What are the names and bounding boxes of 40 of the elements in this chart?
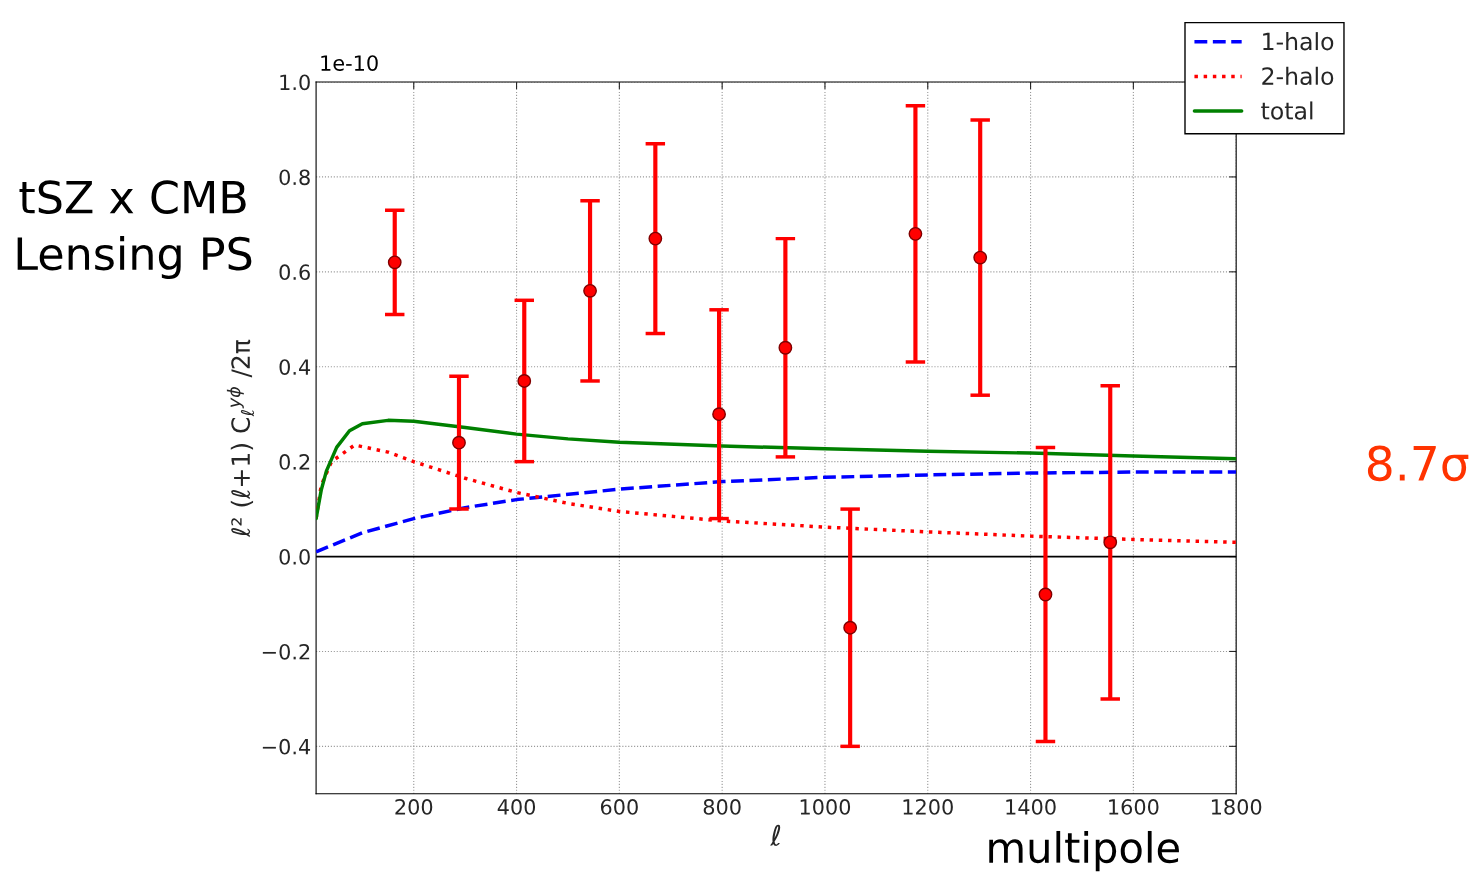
point — [1103, 535, 1118, 550]
y-tick-label: −0.2 — [262, 643, 310, 660]
y-tick-label: 0.8 — [279, 169, 310, 186]
x-tick-label: 1400 — [1006, 799, 1056, 815]
line-series — [316, 470, 1237, 554]
point — [648, 231, 663, 246]
point — [583, 283, 597, 298]
text: 8.7σ — [1367, 445, 1469, 482]
legend-label: total — [1261, 101, 1313, 120]
legend-label: 1-halo — [1263, 32, 1334, 51]
x-tick-label: 1200 — [903, 799, 953, 815]
y-tick-label: 0.6 — [279, 264, 310, 281]
text: 1e-10 — [321, 55, 378, 71]
x-tick-label: 200 — [395, 799, 433, 815]
point — [1038, 587, 1053, 602]
x-axis-title: ℓ — [770, 824, 781, 846]
y-tick-label: 1.0 — [280, 74, 310, 91]
x-tick-label: 400 — [497, 799, 536, 815]
point — [712, 407, 726, 422]
x-tick-label: 1800 — [1211, 799, 1262, 815]
x-tick-label: 1000 — [800, 799, 851, 815]
y-tick-label: 0.4 — [279, 359, 311, 375]
point — [973, 250, 988, 265]
point — [908, 226, 923, 241]
point — [778, 340, 793, 355]
text: multipole — [989, 830, 1179, 872]
point — [517, 374, 532, 388]
point — [387, 255, 402, 270]
y-tick-label: 0.2 — [279, 454, 310, 470]
y-axis-title: ℓ² (ℓ+1) C$_{ℓ}$$^{yϕ}$ /2π — [226, 339, 255, 538]
legend-label: 2-halo — [1262, 66, 1334, 86]
x-tick-label: 600 — [600, 799, 638, 815]
point — [452, 435, 466, 450]
line-series — [316, 418, 1237, 521]
x-tick-label: 1600 — [1109, 799, 1159, 815]
x-tick-label: 800 — [703, 799, 741, 815]
text: tSZ x CMB Lensing PS — [17, 180, 252, 280]
point — [843, 620, 858, 635]
y-tick-label: 0.0 — [279, 548, 310, 565]
y-tick-label: −0.4 — [262, 738, 311, 755]
